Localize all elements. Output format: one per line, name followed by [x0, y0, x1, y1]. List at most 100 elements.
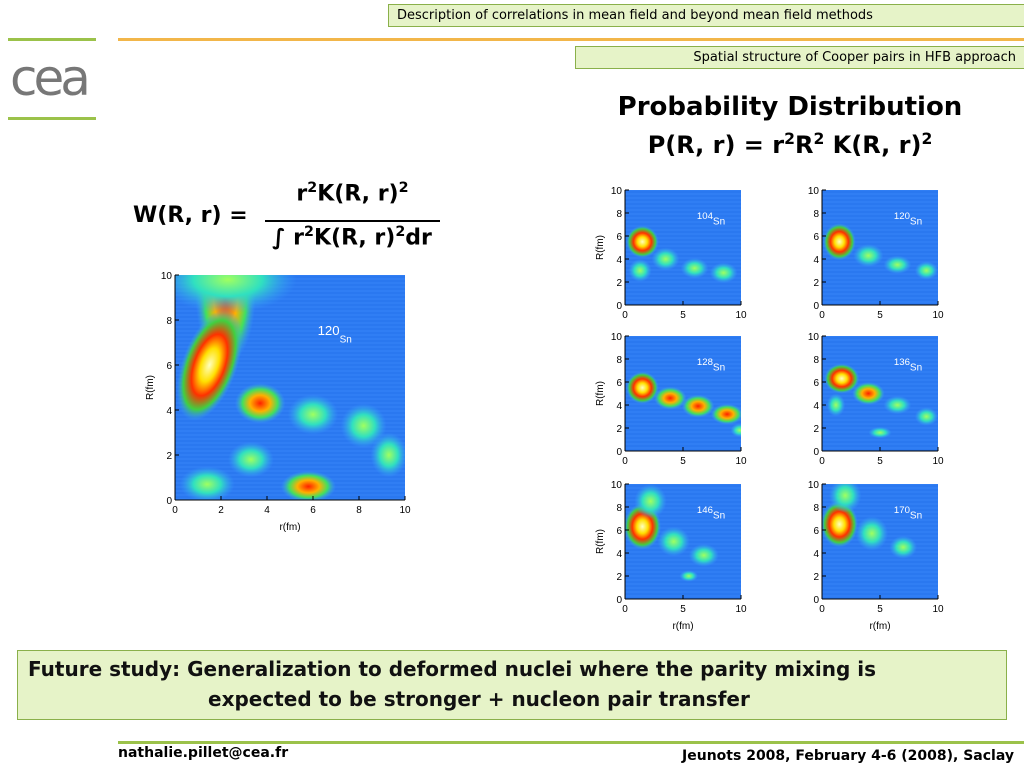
- future-line: Future study: Generalization to deformed…: [28, 657, 876, 681]
- y-tick-label: 10: [161, 271, 173, 282]
- y-tick-label: 6: [616, 378, 622, 389]
- nucleus-label: 146Sn: [697, 505, 725, 522]
- density-blob: [651, 247, 680, 271]
- density-blob: [883, 395, 912, 415]
- x-tick-label: 5: [680, 456, 686, 467]
- y-tick-label: 4: [616, 255, 622, 266]
- x-tick-label: 5: [680, 310, 686, 321]
- density-blob: [280, 470, 336, 500]
- x-tick-label: 2: [218, 505, 224, 516]
- x-tick-label: 8: [356, 505, 362, 516]
- contour-plot: [175, 275, 405, 500]
- y-tick-label: 2: [616, 424, 622, 435]
- weight-lhs: W(R, r) =: [133, 203, 248, 228]
- y-tick-label: 10: [808, 480, 820, 491]
- density-blob: [855, 516, 889, 551]
- density-blob: [730, 423, 741, 438]
- future-box: Future study: Generalization to deformed…: [17, 650, 1007, 720]
- element: Sn: [713, 217, 725, 228]
- element: Sn: [910, 363, 922, 374]
- weight-denominator: ∫ r2K(R, r)2dr: [262, 224, 442, 250]
- y-tick-label: 2: [166, 451, 172, 462]
- x-tick-label: 0: [622, 604, 628, 615]
- y-tick-label: 6: [813, 526, 819, 537]
- density-blob: [853, 244, 884, 268]
- y-tick-label: 6: [813, 378, 819, 389]
- density-blob: [626, 225, 659, 258]
- y-tick-label: 6: [813, 232, 819, 243]
- density-blob: [826, 393, 846, 417]
- logo-rule: [8, 38, 96, 41]
- y-tick-label: 4: [616, 401, 622, 412]
- contour-plot: [625, 190, 741, 305]
- superscript: 2: [307, 180, 318, 196]
- density-blob: [680, 257, 709, 279]
- x-tick-label: 10: [735, 456, 747, 467]
- y-tick-label: 0: [166, 496, 172, 507]
- y-tick-label: 8: [616, 503, 622, 514]
- density-blob: [688, 543, 719, 567]
- x-tick-label: 5: [680, 604, 686, 615]
- formula-part: R: [794, 131, 814, 159]
- x-axis-label: r(fm): [279, 522, 300, 533]
- title: Probability Distribution: [617, 92, 963, 122]
- y-tick-label: 2: [616, 572, 622, 583]
- email: nathalie.pillet@cea.fr: [118, 745, 289, 761]
- density-blob: [710, 403, 741, 425]
- x-axis-label: r(fm): [672, 621, 693, 632]
- y-tick-label: 4: [616, 549, 622, 560]
- mass-number: 120: [894, 211, 910, 222]
- x-tick-label: 0: [622, 456, 628, 467]
- mass-number: 146: [697, 505, 713, 516]
- element: Sn: [340, 335, 352, 346]
- x-tick-label: 0: [819, 310, 825, 321]
- logo: cea: [10, 49, 91, 107]
- density-blob: [822, 501, 858, 548]
- y-tick-label: 4: [813, 255, 819, 266]
- y-tick-label: 8: [813, 503, 819, 514]
- density-blob: [824, 363, 860, 394]
- density-blob: [681, 394, 715, 418]
- contour-plot: [625, 336, 741, 451]
- y-tick-label: 10: [611, 332, 623, 343]
- logo-rule: [8, 117, 96, 120]
- formula-part: K(R, r): [313, 225, 396, 251]
- y-tick-label: 0: [813, 301, 819, 312]
- nucleus-label: 104Sn: [697, 211, 725, 228]
- x-axis-label: r(fm): [869, 621, 890, 632]
- density-blob: [287, 394, 339, 435]
- formula-part: P(R, r) = r: [647, 131, 785, 159]
- density-blob: [234, 383, 286, 424]
- y-tick-label: 0: [616, 301, 622, 312]
- superscript: 2: [304, 224, 314, 240]
- superscript: 2: [395, 224, 406, 240]
- element: Sn: [713, 511, 725, 522]
- x-tick-label: 0: [819, 456, 825, 467]
- contour-plot: [822, 190, 938, 305]
- contour-plot: [822, 484, 938, 599]
- y-tick-label: 8: [813, 355, 819, 366]
- y-tick-label: 6: [616, 526, 622, 537]
- density-blob: [634, 484, 667, 519]
- y-tick-label: 8: [616, 355, 622, 366]
- future-line: expected to be stronger + nucleon pair t…: [208, 687, 750, 711]
- density-blob: [227, 441, 274, 478]
- y-tick-label: 2: [616, 278, 622, 289]
- y-axis-label: R(fm): [595, 235, 606, 260]
- y-tick-label: 6: [166, 361, 172, 372]
- mass-number: 136: [894, 357, 910, 368]
- x-tick-label: 10: [932, 310, 944, 321]
- density-blob: [709, 262, 738, 284]
- y-tick-label: 10: [808, 332, 820, 343]
- density-blob: [852, 382, 885, 405]
- header-rule: [118, 38, 1024, 41]
- y-tick-label: 2: [813, 278, 819, 289]
- density-blob: [914, 407, 938, 426]
- x-tick-label: 5: [877, 456, 883, 467]
- nucleus-label: 120Sn: [894, 211, 922, 228]
- probability-formula: P(R, r) = r2R2 K(R, r)2: [540, 130, 1024, 159]
- formula-part: dr: [405, 225, 432, 251]
- x-tick-label: 10: [932, 604, 944, 615]
- density-blob: [370, 432, 405, 478]
